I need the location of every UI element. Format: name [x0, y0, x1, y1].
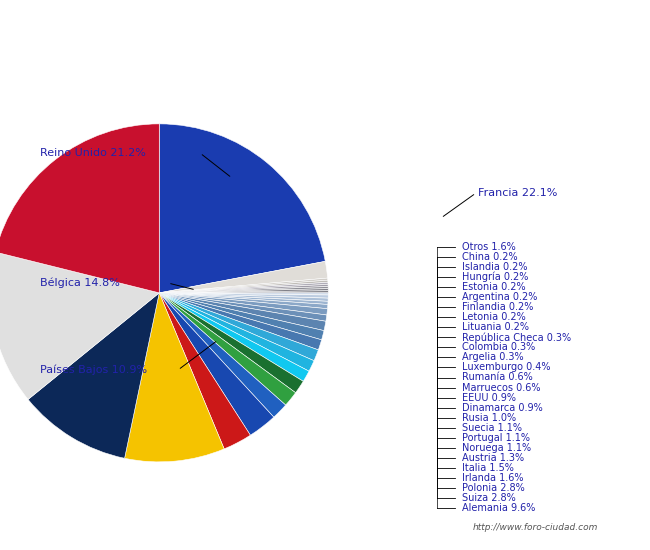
Wedge shape	[159, 261, 328, 293]
Wedge shape	[159, 284, 328, 293]
Text: Alemania 9.6%: Alemania 9.6%	[462, 503, 536, 513]
Text: Reino Unido 21.2%: Reino Unido 21.2%	[40, 148, 146, 158]
Text: Austria 1.3%: Austria 1.3%	[462, 453, 524, 463]
Text: Argelia 0.3%: Argelia 0.3%	[462, 353, 524, 362]
Text: Hungría 0.2%: Hungría 0.2%	[462, 272, 528, 282]
Wedge shape	[28, 293, 159, 458]
Wedge shape	[0, 252, 159, 399]
Wedge shape	[159, 289, 328, 293]
Text: Países Bajos 10.9%: Países Bajos 10.9%	[40, 365, 147, 375]
Wedge shape	[159, 293, 328, 295]
Wedge shape	[159, 293, 296, 405]
Text: http://www.foro-ciudad.com: http://www.foro-ciudad.com	[473, 523, 598, 532]
Text: Calp - Turistas extranjeros según país - Agosto de 2024: Calp - Turistas extranjeros según país -…	[96, 10, 554, 26]
Text: Francia 22.1%: Francia 22.1%	[478, 188, 558, 198]
Wedge shape	[159, 293, 327, 321]
Text: Portugal 1.1%: Portugal 1.1%	[462, 433, 530, 443]
Wedge shape	[159, 293, 318, 361]
Text: Rumanía 0.6%: Rumanía 0.6%	[462, 372, 533, 382]
Wedge shape	[159, 293, 309, 381]
Text: China 0.2%: China 0.2%	[462, 252, 517, 262]
Text: Luxemburgo 0.4%: Luxemburgo 0.4%	[462, 362, 551, 372]
Text: Letonia 0.2%: Letonia 0.2%	[462, 312, 526, 322]
Text: EEUU 0.9%: EEUU 0.9%	[462, 393, 516, 403]
Text: Polonia 2.8%: Polonia 2.8%	[462, 483, 525, 493]
Wedge shape	[159, 293, 324, 340]
Wedge shape	[159, 293, 285, 417]
Text: Finlandia 0.2%: Finlandia 0.2%	[462, 302, 534, 312]
Wedge shape	[159, 293, 328, 309]
Wedge shape	[159, 293, 328, 305]
Wedge shape	[125, 293, 224, 462]
Text: Estonia 0.2%: Estonia 0.2%	[462, 282, 526, 292]
Wedge shape	[159, 293, 304, 393]
Text: Colombia 0.3%: Colombia 0.3%	[462, 343, 535, 353]
Text: Suecia 1.1%: Suecia 1.1%	[462, 423, 522, 433]
Wedge shape	[159, 293, 328, 301]
Wedge shape	[159, 282, 328, 293]
Text: Rusia 1.0%: Rusia 1.0%	[462, 412, 516, 422]
Wedge shape	[159, 293, 328, 298]
Wedge shape	[159, 124, 325, 293]
Wedge shape	[159, 293, 274, 435]
Text: República Checa 0.3%: República Checa 0.3%	[462, 332, 571, 343]
Text: Italia 1.5%: Italia 1.5%	[462, 463, 514, 473]
Text: Otros 1.6%: Otros 1.6%	[462, 242, 515, 252]
Text: Dinamarca 0.9%: Dinamarca 0.9%	[462, 403, 543, 412]
Text: Argentina 0.2%: Argentina 0.2%	[462, 292, 538, 302]
Wedge shape	[159, 293, 314, 371]
Text: Marruecos 0.6%: Marruecos 0.6%	[462, 383, 541, 393]
Text: Lituania 0.2%: Lituania 0.2%	[462, 322, 529, 332]
Text: Bélgica 14.8%: Bélgica 14.8%	[40, 278, 120, 288]
Wedge shape	[159, 293, 326, 331]
Wedge shape	[0, 124, 159, 293]
Wedge shape	[159, 280, 328, 293]
Text: Suiza 2.8%: Suiza 2.8%	[462, 493, 515, 503]
Wedge shape	[159, 278, 328, 293]
Wedge shape	[159, 291, 328, 293]
Wedge shape	[159, 293, 328, 315]
Wedge shape	[159, 293, 322, 350]
Wedge shape	[159, 287, 328, 293]
Wedge shape	[159, 293, 250, 449]
Text: Islandia 0.2%: Islandia 0.2%	[462, 262, 528, 272]
Text: Irlanda 1.6%: Irlanda 1.6%	[462, 473, 523, 483]
Text: Noruega 1.1%: Noruega 1.1%	[462, 443, 531, 453]
